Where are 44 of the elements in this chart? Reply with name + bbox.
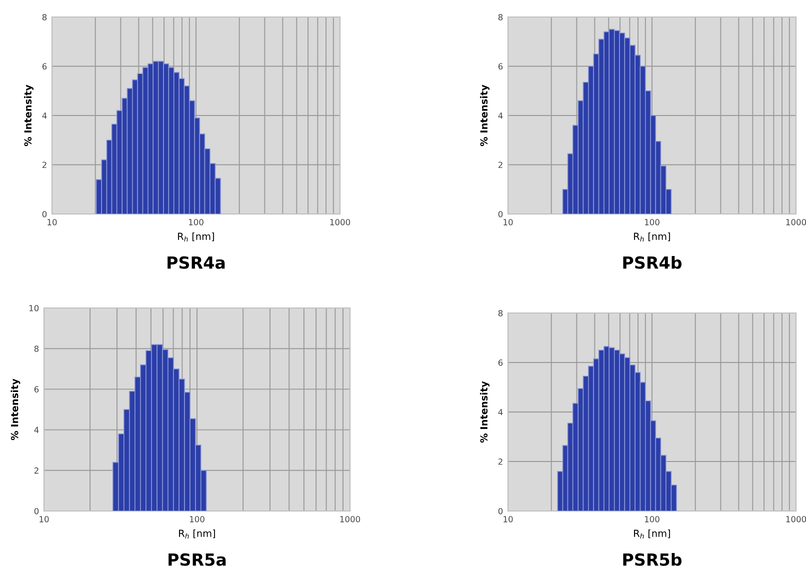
y-tick-label: 0 bbox=[34, 508, 39, 514]
y-tick-label: 6 bbox=[498, 63, 503, 70]
y-tick-label: 4 bbox=[498, 112, 503, 119]
x-tick-label: 1000 bbox=[330, 219, 350, 226]
text: PSR4a bbox=[168, 256, 225, 269]
x-axis-title: R$_{h}$ [nm] bbox=[179, 529, 215, 538]
y-tick-label: 2 bbox=[498, 458, 502, 465]
x-axis-title: R$_{h}$ [nm] bbox=[178, 232, 214, 242]
x-tick-label: 100 bbox=[188, 219, 204, 226]
x-axis-title: R$_{h}$ [nm] bbox=[634, 529, 670, 538]
y-tick-label: 0 bbox=[498, 210, 503, 218]
y-tick-label: 6 bbox=[34, 386, 39, 392]
y-tick-label: 2 bbox=[42, 162, 46, 168]
x-tick-label: 1000 bbox=[786, 516, 806, 522]
y-axis-title: % Intensity bbox=[10, 378, 20, 440]
x-tick-label: 100 bbox=[644, 219, 660, 226]
y-tick-label: 0 bbox=[42, 210, 47, 218]
x-tick-label: 100 bbox=[644, 516, 660, 522]
y-tick-label: 4 bbox=[34, 426, 39, 433]
x-tick-label: 1000 bbox=[340, 516, 360, 522]
y-tick-label: 8 bbox=[498, 310, 503, 316]
y-tick-label: 2 bbox=[498, 162, 502, 168]
y-axis-title: % Intensity bbox=[480, 84, 490, 146]
x-tick-label: 10 bbox=[48, 219, 57, 226]
y-tick-label: 0 bbox=[498, 508, 503, 514]
y-tick-label: 8 bbox=[42, 14, 47, 20]
y-axis-title: % Intensity bbox=[480, 381, 490, 443]
x-tick-label: 10 bbox=[504, 516, 513, 522]
text: PSR5a bbox=[168, 553, 226, 566]
y-axis-title: % Intensity bbox=[24, 84, 34, 146]
y-tick-label: 2 bbox=[34, 467, 38, 474]
y-tick-label: 8 bbox=[498, 14, 503, 20]
y-tick-label: 10 bbox=[29, 304, 39, 312]
x-tick-label: 1000 bbox=[786, 219, 806, 226]
x-axis-title: R$_{h}$ [nm] bbox=[634, 232, 670, 242]
text: PSR4b bbox=[623, 256, 682, 269]
y-tick-label: 4 bbox=[42, 112, 47, 119]
x-tick-label: 10 bbox=[504, 219, 513, 226]
y-tick-label: 4 bbox=[498, 409, 503, 416]
x-tick-label: 100 bbox=[190, 516, 204, 522]
text: PSR5b bbox=[623, 553, 682, 566]
y-tick-label: 6 bbox=[498, 359, 503, 366]
y-tick-label: 6 bbox=[42, 63, 47, 70]
y-tick-label: 8 bbox=[34, 346, 39, 352]
